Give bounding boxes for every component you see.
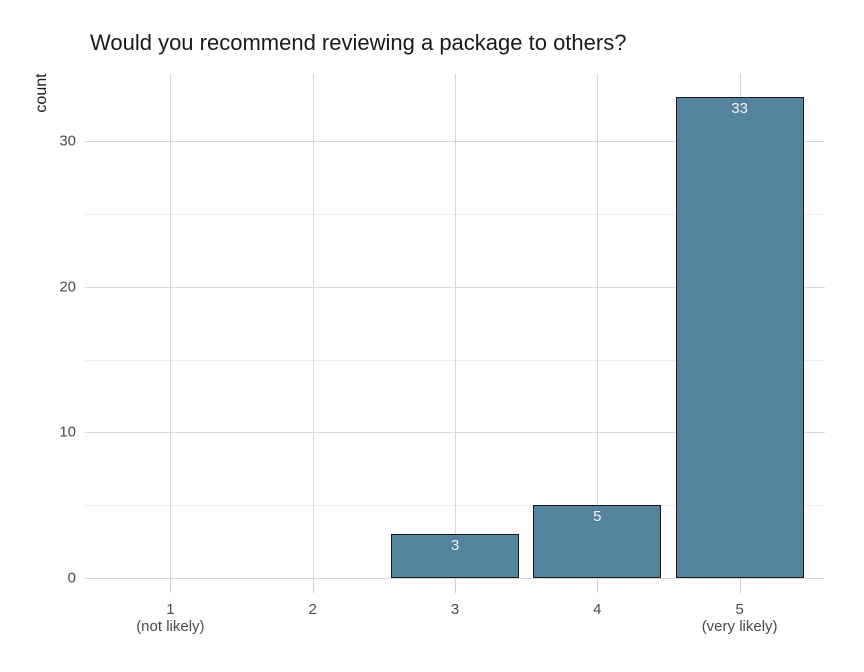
x-tick-mark <box>170 578 172 593</box>
vertical-gridline <box>455 74 456 578</box>
y-tick-label: 30 <box>59 132 76 150</box>
x-tick-label: 2 <box>308 601 317 618</box>
y-tick-label: 20 <box>59 278 76 296</box>
x-tick-sublabel: (not likely) <box>136 618 205 635</box>
x-tick-mark <box>455 578 456 593</box>
x-tick-label: 5 (very likely) <box>660 601 820 635</box>
vertical-gridline <box>597 74 599 578</box>
bar <box>390 534 520 578</box>
x-tick-mark <box>739 578 741 593</box>
chart-title: Would you recommend reviewing a package … <box>90 30 627 55</box>
y-tick-label: 10 <box>59 423 76 441</box>
bar <box>533 505 662 578</box>
bar <box>675 97 804 578</box>
x-tick-label: 4 <box>593 601 602 618</box>
x-tick-mark <box>597 578 599 593</box>
x-tick-mark <box>312 578 314 593</box>
x-tick-label: 1 (not likely) <box>90 601 250 635</box>
bar-value-label: 33 <box>731 100 748 118</box>
bar-value-label: 3 <box>450 537 460 555</box>
x-tick-sublabel: (very likely) <box>701 618 778 635</box>
y-axis-title: count <box>33 73 50 113</box>
y-tick-label: 0 <box>67 569 76 587</box>
x-tick-label: 3 <box>450 601 460 618</box>
vertical-gridline <box>170 74 172 578</box>
plot-area: 3 5 33 <box>85 74 825 579</box>
bar-value-label: 5 <box>593 508 602 526</box>
vertical-gridline <box>312 74 314 578</box>
